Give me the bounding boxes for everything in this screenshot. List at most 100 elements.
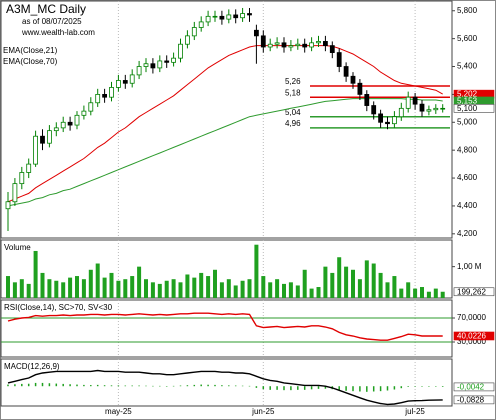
- histogram-bar: [62, 383, 64, 387]
- histogram-bar: [83, 384, 85, 387]
- histogram-bar: [69, 384, 71, 387]
- volume-bar: [206, 276, 211, 298]
- volume-bar: [150, 282, 155, 298]
- candle-body: [109, 87, 114, 98]
- histogram-bar: [441, 386, 444, 387]
- pane: [0, 0, 453, 239]
- candle-body: [316, 41, 321, 44]
- candle-body: [40, 135, 45, 144]
- histogram-bar: [248, 385, 251, 387]
- histogram-bar: [48, 383, 51, 387]
- volume-bar: [240, 280, 245, 298]
- candle-body: [350, 75, 356, 84]
- candle-body: [47, 130, 52, 144]
- candle-body: [322, 41, 328, 47]
- volume-bar: [392, 276, 397, 298]
- histogram-bar: [193, 384, 196, 387]
- histogram-bar: [131, 385, 133, 387]
- volume-bar: [371, 263, 376, 298]
- level-label: 5,26: [285, 77, 301, 86]
- histogram-bar: [96, 384, 99, 387]
- last-value-label: -0,0042: [457, 383, 485, 392]
- histogram-bar: [255, 386, 258, 388]
- volume-bar: [302, 269, 307, 298]
- candle-body: [122, 80, 128, 84]
- candle-body: [226, 14, 232, 20]
- y-tick-label: 4,800: [457, 145, 478, 154]
- pane: [0, 358, 453, 407]
- candle-body: [212, 15, 218, 18]
- volume-bar: [364, 260, 369, 298]
- histogram-bar: [179, 385, 182, 387]
- histogram-bar: [41, 382, 44, 387]
- histogram-bar: [200, 384, 202, 387]
- volume-bar: [47, 279, 52, 298]
- y-tick-label: 5,800: [457, 6, 478, 15]
- candle-body: [67, 121, 73, 126]
- candle-body: [343, 66, 349, 77]
- volume-bar: [426, 291, 431, 298]
- volume-bar: [192, 277, 197, 298]
- last-value-box: [453, 104, 495, 113]
- last-value-box: [453, 382, 495, 392]
- volume-bar: [130, 276, 135, 298]
- histogram-bar: [338, 386, 340, 391]
- pane: [0, 299, 453, 358]
- candle-body: [336, 52, 342, 67]
- candle-body: [385, 121, 390, 125]
- candle-body: [253, 29, 259, 37]
- indicator-line: [7, 312, 443, 341]
- last-value-box: [453, 395, 495, 405]
- volume-bar: [171, 279, 176, 298]
- candle-body: [440, 107, 446, 110]
- indicator-line: [7, 369, 443, 406]
- candle-body: [95, 94, 101, 104]
- last-value-label: 199,262: [457, 287, 486, 296]
- volume-bar: [268, 282, 273, 298]
- volume-bar: [102, 277, 107, 298]
- histogram-bar: [221, 385, 223, 387]
- histogram-bar: [290, 386, 292, 391]
- candle-body: [5, 201, 11, 210]
- histogram-bar: [165, 386, 168, 387]
- histogram-bar: [366, 386, 368, 392]
- candle-body: [426, 109, 432, 112]
- histogram-bar: [228, 385, 230, 387]
- level-label: 5,18: [285, 88, 301, 97]
- histogram-bar: [421, 386, 423, 387]
- histogram-bar: [186, 385, 189, 387]
- histogram-bar: [393, 386, 396, 390]
- volume-bar: [309, 288, 314, 298]
- volume-bar: [12, 282, 17, 298]
- pane-title: MACD(12,26,9): [4, 362, 60, 371]
- last-value-label: 5,202: [457, 90, 478, 99]
- candle-body: [198, 21, 204, 28]
- x-tick-label: jun-25: [251, 407, 275, 416]
- volume-bar: [295, 285, 300, 298]
- candle-body: [281, 42, 287, 48]
- histogram-bar: [117, 385, 120, 387]
- volume-bar: [413, 288, 418, 298]
- candle-body: [143, 63, 149, 67]
- histogram-bar: [214, 384, 216, 387]
- x-tick-label: may-25: [105, 407, 132, 416]
- candle-body: [150, 63, 156, 69]
- histogram-bar: [324, 386, 327, 389]
- volume-bar: [33, 250, 38, 298]
- histogram-bar: [428, 386, 430, 387]
- ema-line: [7, 45, 443, 203]
- candle-body: [157, 60, 163, 69]
- histogram-bar: [152, 385, 154, 387]
- candle-body: [178, 43, 183, 59]
- last-value-label: 5,153: [457, 97, 478, 106]
- candle-body: [102, 94, 107, 98]
- candle-body: [60, 121, 66, 129]
- volume-bar: [385, 282, 390, 298]
- y-tick-label: 5,600: [457, 34, 478, 43]
- histogram-bar: [269, 386, 271, 390]
- candle-body: [433, 107, 439, 111]
- histogram-bar: [207, 384, 209, 387]
- volume-bar: [164, 280, 169, 298]
- y-tick-label: 1,00 M: [457, 262, 482, 271]
- volume-bar: [433, 288, 438, 298]
